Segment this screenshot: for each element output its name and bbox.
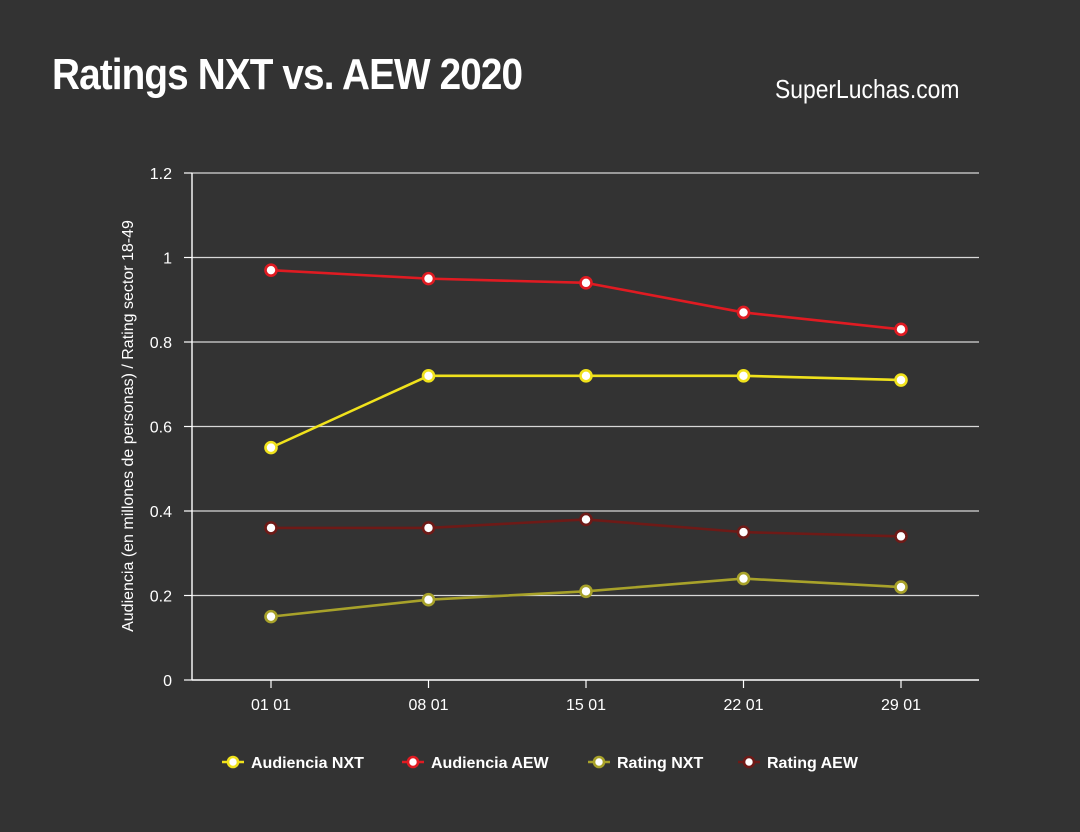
series-rating-nxt: [264, 571, 908, 624]
x-axis-ticks: 01 01 08 01 15 01 22 01 29 01: [251, 680, 921, 714]
data-point: [894, 580, 908, 594]
data-point: [736, 525, 751, 539]
data-point: [736, 368, 751, 383]
y-tick-label: 1: [163, 251, 172, 268]
series-line: [270, 374, 902, 449]
x-tick-label: 08 01: [408, 697, 448, 714]
data-point: [579, 584, 593, 599]
data-point: [421, 592, 436, 607]
chart-title: Ratings NXT vs. AEW 2020: [52, 50, 523, 99]
data-point: [264, 521, 278, 535]
y-tick-label: 0: [163, 673, 172, 690]
data-point: [579, 368, 593, 383]
data-point: [421, 368, 436, 383]
y-axis-label: Audiencia (en millones de personas) / Ra…: [120, 220, 137, 632]
series-rating-aew: [264, 512, 908, 544]
y-tick-label: 1.2: [150, 166, 172, 183]
legend-item: Audiencia AEW: [402, 755, 550, 772]
legend-marker: [226, 755, 240, 769]
x-tick-label: 22 01: [723, 697, 763, 714]
source-label: SuperLuchas.com: [775, 74, 960, 104]
legend: Audiencia NXT Audiencia AEW Rating NXT Rati…: [222, 755, 859, 772]
y-tick-label: 0.6: [150, 420, 172, 437]
legend-item: Rating AEW: [738, 755, 859, 772]
data-point: [421, 521, 436, 535]
data-point: [894, 322, 908, 337]
legend-item: Audiencia NXT: [222, 755, 364, 772]
legend-marker: [592, 755, 606, 769]
data-point: [421, 271, 436, 286]
data-point: [894, 373, 908, 387]
grid-lines: [192, 172, 979, 597]
series-audiencia-nxt: [264, 368, 908, 455]
data-point: [894, 529, 908, 544]
data-point: [736, 305, 751, 320]
x-tick-label: 29 01: [881, 697, 921, 714]
data-point: [736, 571, 751, 586]
legend-marker: [742, 755, 756, 769]
legend-label: Audiencia NXT: [251, 755, 364, 772]
data-point: [264, 609, 278, 624]
legend-marker: [406, 755, 420, 769]
legend-label: Audiencia AEW: [431, 755, 550, 772]
y-tick-label: 0.8: [150, 335, 172, 352]
data-point: [579, 276, 593, 290]
series-group: [264, 263, 908, 624]
series-audiencia-aew: [264, 263, 908, 337]
legend-label: Rating NXT: [617, 755, 703, 772]
x-tick-label: 15 01: [566, 697, 606, 714]
legend-item: Rating NXT: [588, 755, 703, 772]
data-point: [264, 263, 278, 277]
y-tick-label: 0.2: [150, 589, 172, 606]
x-tick-label: 01 01: [251, 697, 291, 714]
y-tick-label: 0.4: [150, 504, 172, 521]
data-point: [579, 512, 593, 527]
y-axis-ticks: 0 0.2 0.4 0.6 0.8 1 1.2: [150, 166, 192, 690]
data-point: [264, 440, 278, 455]
legend-label: Rating AEW: [767, 755, 859, 772]
